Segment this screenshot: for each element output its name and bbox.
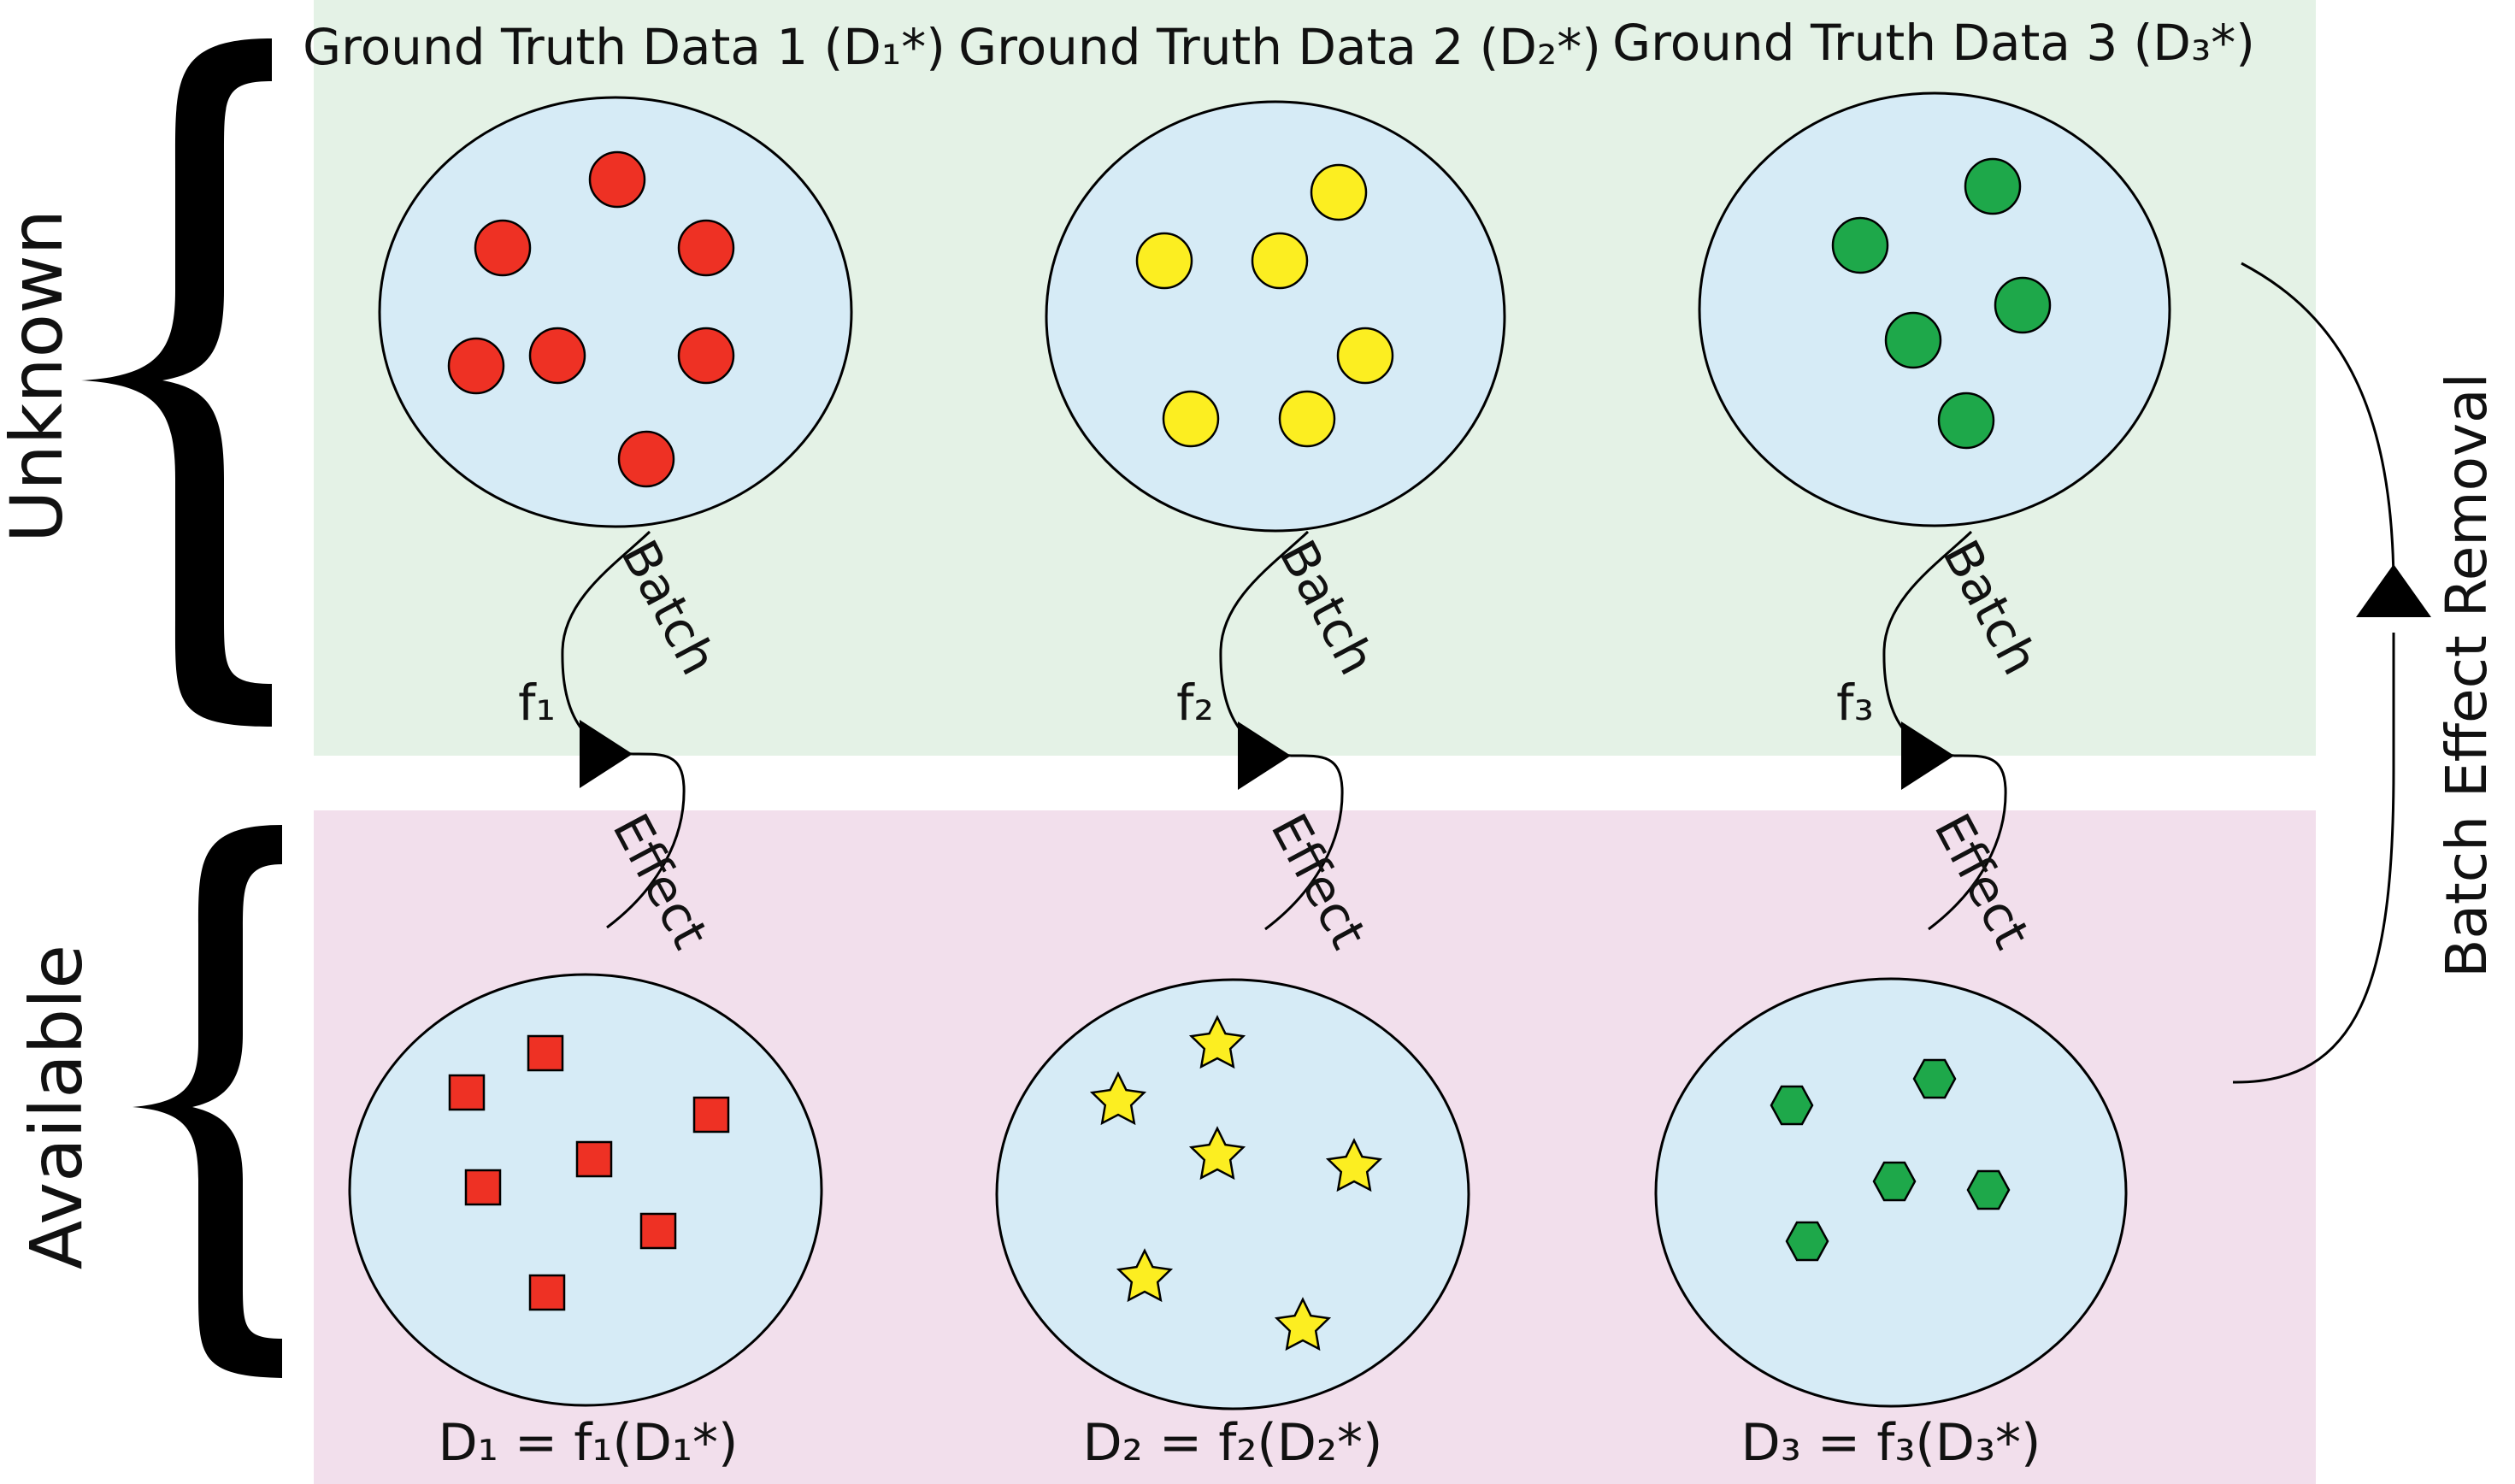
circle-icon — [1251, 232, 1309, 290]
hexagon-icon — [1785, 1221, 1829, 1262]
circle-icon — [1336, 327, 1394, 385]
circle-icon — [588, 150, 646, 209]
circle-icon — [677, 327, 735, 385]
ground-truth-points-2 — [1135, 163, 1394, 448]
circle-icon — [1135, 232, 1193, 290]
circle-icon — [1831, 216, 1889, 274]
square-icon — [464, 1169, 502, 1206]
function-label-1: f₁ — [518, 674, 556, 732]
observed-formula-3: D₃ = f₃(D₃*) — [1741, 1413, 2041, 1473]
ground-truth-ellipse-1 — [378, 96, 853, 528]
available-label: Available — [15, 945, 98, 1269]
ground-truth-points-3 — [1831, 157, 2052, 450]
hexagon-icon — [1966, 1169, 2011, 1210]
batch-effect-arrow-2 — [1219, 530, 1344, 931]
circle-icon — [1278, 390, 1336, 448]
circle-icon — [1310, 163, 1368, 221]
observed-points-3 — [1770, 1058, 2011, 1262]
triangle-arrow-icon — [1238, 721, 1291, 790]
circle-icon — [1994, 276, 2052, 334]
ground-truth-ellipse-2 — [1045, 100, 1506, 533]
ground-truth-title-3: Ground Truth Data 3 (D₃*) — [1612, 14, 2255, 72]
triangle-arrow-icon — [1901, 721, 1954, 790]
batch-effect-arrow-1 — [561, 530, 686, 929]
unknown-brace-icon — [81, 38, 272, 727]
square-icon — [639, 1212, 677, 1250]
observed-ellipse-1 — [348, 973, 823, 1407]
circle-icon — [447, 337, 505, 395]
circle-icon — [1162, 390, 1220, 448]
circle-icon — [617, 430, 675, 488]
circle-icon — [474, 219, 532, 277]
function-label-3: f₃ — [1836, 674, 1874, 732]
batch-effect-arrow-3 — [1882, 530, 2007, 931]
unknown-label: Unknown — [0, 209, 79, 543]
circle-icon — [528, 327, 586, 385]
observed-formula-2: D₂ = f₂(D₂*) — [1083, 1413, 1383, 1473]
batch-effect-removal-label: Batch Effect Removal — [2434, 373, 2500, 978]
circle-icon — [677, 219, 735, 277]
triangle-arrow-icon — [580, 720, 633, 788]
square-icon — [575, 1140, 613, 1178]
batch-effect-removal-arrow — [2232, 262, 2431, 1084]
triangle-arrow-icon — [2356, 564, 2431, 617]
ground-truth-title-2: Ground Truth Data 2 (D₂*) — [958, 18, 1601, 76]
observed-points-1 — [448, 1034, 730, 1311]
available-brace-icon — [133, 825, 282, 1378]
square-icon — [448, 1074, 486, 1111]
square-icon — [528, 1274, 566, 1311]
circle-icon — [1937, 392, 1995, 450]
square-icon — [692, 1096, 730, 1134]
circle-icon — [1884, 311, 1942, 369]
ground-truth-points-1 — [447, 150, 735, 488]
ground-truth-title-1: Ground Truth Data 1 (D₁*) — [303, 18, 945, 76]
function-label-2: f₂ — [1176, 674, 1214, 732]
ground-truth-ellipse-3 — [1698, 91, 2171, 527]
observed-formula-1: D₁ = f₁(D₁*) — [439, 1413, 739, 1473]
hexagon-icon — [1872, 1161, 1917, 1202]
hexagon-icon — [1770, 1085, 1814, 1126]
square-icon — [527, 1034, 564, 1072]
circle-icon — [1964, 157, 2022, 215]
hexagon-icon — [1912, 1058, 1957, 1099]
